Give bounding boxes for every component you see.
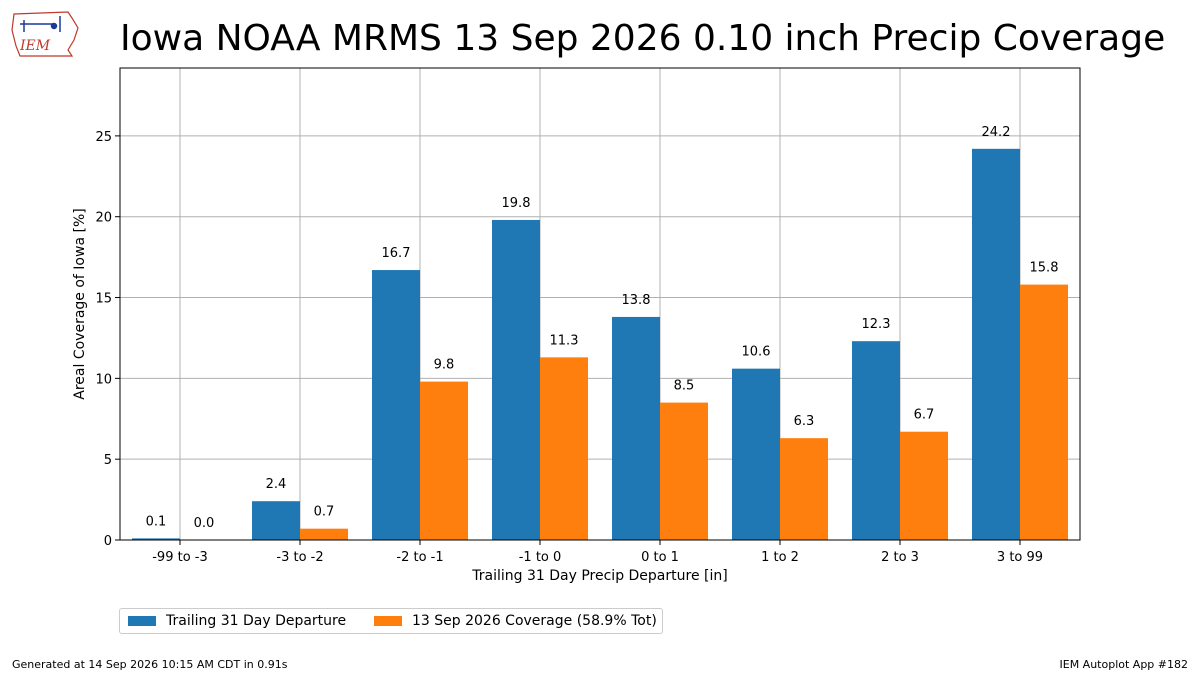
x-tick-label: 3 to 99 — [997, 550, 1043, 565]
bar-value-label: 6.7 — [914, 408, 935, 423]
weather-station-icon — [20, 16, 61, 32]
bar-coverage — [540, 357, 588, 540]
bar-departure — [492, 219, 540, 541]
bar-value-label: 24.2 — [982, 125, 1011, 140]
legend-label-coverage: 13 Sep 2026 Coverage (58.9% Tot) — [412, 613, 657, 629]
bar-coverage — [1020, 284, 1068, 540]
chart-title: Iowa NOAA MRMS 13 Sep 2026 0.10 inch Pre… — [120, 18, 1166, 59]
bar-chart: 0 5 10 15 20 25 -99 to -3 -3 to -2 -2 to -1 -1 to… — [72, 67, 1081, 584]
y-tick-label: 10 — [95, 372, 112, 387]
bar-value-label: 0.1 — [146, 514, 167, 529]
bar-value-label: 10.6 — [742, 345, 771, 360]
x-axis-label: Trailing 31 Day Precip Departure [in] — [471, 568, 727, 584]
logo-text: IEM — [19, 38, 51, 54]
app-id: IEM Autoplot App #182 — [1059, 658, 1189, 671]
bar-departure — [252, 501, 300, 540]
y-tick-label: 5 — [104, 453, 112, 468]
bar-departure — [972, 148, 1020, 541]
x-tick-label: 2 to 3 — [881, 550, 919, 565]
bar-value-label: 19.8 — [502, 196, 531, 211]
y-tick-label: 20 — [95, 211, 112, 226]
bar-coverage — [300, 528, 348, 540]
legend-swatch-coverage — [374, 616, 402, 626]
legend-swatch-departure — [128, 616, 156, 626]
bar-coverage — [420, 381, 468, 540]
y-tick-label: 15 — [95, 292, 112, 307]
legend-item-coverage: 13 Sep 2026 Coverage (58.9% Tot) — [374, 613, 657, 629]
generated-timestamp: Generated at 14 Sep 2026 10:15 AM CDT in… — [12, 658, 288, 671]
bar-value-label: 16.7 — [382, 246, 411, 261]
bar-value-label: 11.3 — [550, 333, 579, 348]
bar-value-label: 2.4 — [266, 477, 287, 492]
bar-value-label: 6.3 — [794, 414, 815, 429]
iowa-state-outline — [11, 11, 79, 57]
y-tick-label: 25 — [95, 130, 112, 145]
x-tick-label: 0 to 1 — [641, 550, 679, 565]
bar-value-label: 8.5 — [674, 379, 695, 394]
iem-logo: IEM — [11, 11, 79, 57]
bar-value-label: 0.0 — [194, 516, 215, 531]
legend: Trailing 31 Day Departure 13 Sep 2026 Co… — [119, 608, 663, 634]
legend-item-departure: Trailing 31 Day Departure — [128, 613, 346, 629]
bar-coverage — [660, 402, 708, 540]
bar-departure — [612, 316, 660, 540]
bar-departure — [132, 538, 180, 540]
x-tick-label: -3 to -2 — [276, 550, 323, 565]
x-tick-label: -99 to -3 — [152, 550, 208, 565]
bar-value-label: 12.3 — [862, 317, 891, 332]
y-tick-label: 0 — [104, 534, 112, 549]
bar-coverage — [900, 431, 948, 540]
bar-departure — [732, 368, 780, 540]
bar-value-label: 15.8 — [1030, 261, 1059, 276]
bar-value-label: 9.8 — [434, 358, 455, 373]
x-tick-label: -1 to 0 — [519, 550, 562, 565]
bar-value-label: 0.7 — [314, 505, 335, 520]
plot-frame — [119, 67, 1081, 541]
bar-departure — [372, 270, 420, 540]
x-tick-label: -2 to -1 — [396, 550, 443, 565]
bar-departure — [852, 341, 900, 540]
bar-coverage — [780, 438, 828, 540]
y-axis-label: Areal Coverage of Iowa [%] — [72, 208, 88, 399]
bar-value-label: 13.8 — [622, 293, 651, 308]
legend-label-departure: Trailing 31 Day Departure — [166, 613, 347, 629]
x-tick-label: 1 to 2 — [761, 550, 799, 565]
